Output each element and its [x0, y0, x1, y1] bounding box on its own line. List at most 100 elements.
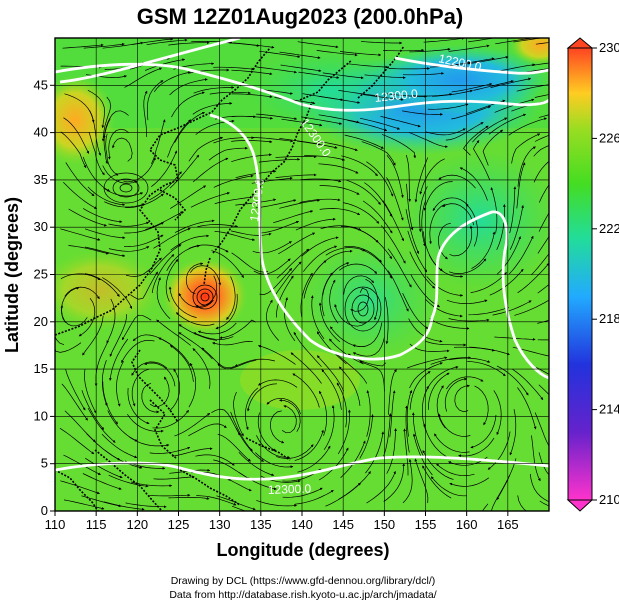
streamline [411, 93, 453, 97]
streamline [492, 300, 532, 316]
colorbar-tick-label: 218 [599, 311, 619, 326]
streamline [517, 262, 549, 294]
height-contours [55, 38, 549, 481]
streamline [454, 384, 470, 413]
streamline [517, 387, 537, 430]
streamline [453, 57, 495, 66]
colorbar-tick-label: 214 [599, 402, 619, 417]
streamline [438, 174, 476, 189]
streamline [82, 315, 104, 356]
streamline [68, 245, 109, 255]
streamline [55, 342, 82, 353]
streamline [410, 274, 441, 308]
streamline [124, 222, 164, 234]
streamline [434, 433, 470, 453]
streamline [352, 336, 385, 357]
streamline [318, 390, 327, 436]
streamline [448, 44, 490, 52]
streamline [143, 90, 148, 138]
streamline [347, 119, 388, 132]
streamline [152, 409, 189, 429]
streamline [174, 413, 211, 437]
streamline [538, 452, 549, 476]
streamline [132, 38, 174, 45]
streamline [156, 277, 171, 320]
streamline [193, 332, 234, 340]
streamline [344, 245, 382, 263]
streamline [468, 38, 496, 43]
streamline [276, 248, 310, 279]
streamline [386, 154, 404, 198]
streamline [178, 332, 213, 360]
streamline [125, 193, 164, 209]
streamline [531, 435, 541, 482]
lat-lon-grid [55, 38, 549, 511]
streamline [318, 163, 359, 174]
upper-cyclone-vortex [344, 286, 382, 332]
streamline [335, 352, 368, 384]
streamline [178, 324, 218, 341]
streamline [151, 254, 175, 294]
streamline [101, 96, 112, 142]
streamline [459, 167, 488, 201]
colorbar: 210 214 218 222 226 230 [566, 37, 619, 512]
streamline [435, 463, 475, 476]
streamline [275, 155, 317, 159]
streamline [255, 66, 297, 74]
streamline [238, 472, 277, 491]
streamline [359, 414, 374, 459]
streamline [196, 495, 237, 506]
streamline [336, 382, 348, 428]
streamline [386, 177, 404, 221]
contour-label-12300-south: 12300.0 [268, 481, 312, 497]
streamline [217, 433, 251, 462]
streamline [386, 428, 397, 474]
streamline [359, 229, 392, 260]
streamline [231, 505, 247, 511]
streamline [401, 110, 443, 116]
streamline [252, 241, 292, 254]
streamline [103, 110, 129, 139]
streamline [230, 411, 253, 452]
streamline [279, 199, 320, 209]
streamline [65, 369, 86, 411]
streamline [146, 80, 164, 121]
streamline [382, 200, 404, 242]
streamline [533, 145, 549, 157]
streamline [409, 47, 451, 53]
streamline [531, 253, 549, 276]
streamline [166, 244, 200, 271]
streamline [231, 153, 272, 163]
streamline [294, 429, 324, 461]
streamline [108, 221, 150, 227]
streamline [317, 140, 358, 152]
streamline [109, 338, 129, 381]
streamline [343, 275, 375, 295]
streamline [408, 132, 448, 148]
streamline [82, 473, 122, 490]
chart-title: GSM 12Z01Aug2023 (200.0hPa) [137, 4, 463, 29]
streamline [104, 449, 143, 469]
credit-drawing: Drawing by DCL (https://www.gfd-dennou.o… [171, 575, 436, 587]
streamline [141, 382, 160, 414]
streamline [304, 155, 346, 161]
streamline [458, 437, 495, 458]
streamline [87, 407, 116, 443]
streamline [231, 140, 273, 144]
streamline [245, 387, 259, 431]
streamline [539, 500, 549, 507]
streamline [125, 257, 162, 277]
streamline [81, 390, 104, 430]
streamline [259, 268, 293, 295]
streamline [299, 198, 341, 203]
x-axis-ticks: 110 115 120 125 130 135 140 145 150 155 160 165 [45, 511, 519, 532]
streamline [121, 314, 152, 341]
streamline [432, 197, 469, 211]
streamline [419, 158, 445, 195]
streamline [281, 405, 297, 434]
streamline [405, 154, 412, 202]
streamline [151, 150, 178, 187]
streamline [169, 345, 194, 382]
streamline [188, 423, 227, 437]
streamline [188, 362, 197, 408]
